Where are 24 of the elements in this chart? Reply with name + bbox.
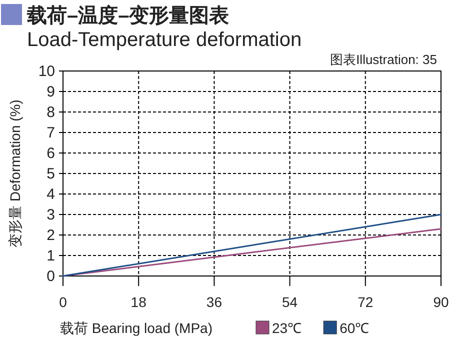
chart-title: 载荷–温度–变形量图表: [26, 4, 230, 27]
x-axis-title: 载荷 Bearing load (MPa): [60, 320, 213, 336]
text: 图表Illustration: 35: [330, 52, 437, 67]
y-tick-label: 8: [46, 104, 55, 121]
x-tick-label: 90: [433, 294, 449, 310]
y-tick-label: 10: [38, 63, 55, 80]
legend-label: 23℃: [272, 320, 302, 336]
y-tick-label: 0: [46, 268, 55, 285]
y-tick-label: 9: [46, 84, 55, 100]
x-tick-label: 36: [206, 294, 222, 310]
y-tick-label: 2: [46, 227, 55, 244]
y-tick-label: 3: [46, 206, 55, 224]
x-tick-label: 72: [358, 294, 374, 310]
legend-label: 60℃: [340, 320, 370, 336]
y-tick-label: 1: [46, 248, 55, 264]
chart-subtitle: Load-Temperature deformation: [27, 29, 302, 51]
y-tick-label: 5: [46, 166, 55, 182]
y-tick-label: 7: [46, 124, 55, 142]
x-tick-label: 0: [59, 294, 68, 310]
y-axis-title: 变形量 Deformation (%): [7, 100, 23, 248]
y-tick-label: 4: [46, 186, 55, 203]
x-tick-label: 18: [130, 294, 147, 310]
y-tick-label: 6: [46, 145, 55, 162]
x-tick-label: 54: [282, 294, 298, 310]
